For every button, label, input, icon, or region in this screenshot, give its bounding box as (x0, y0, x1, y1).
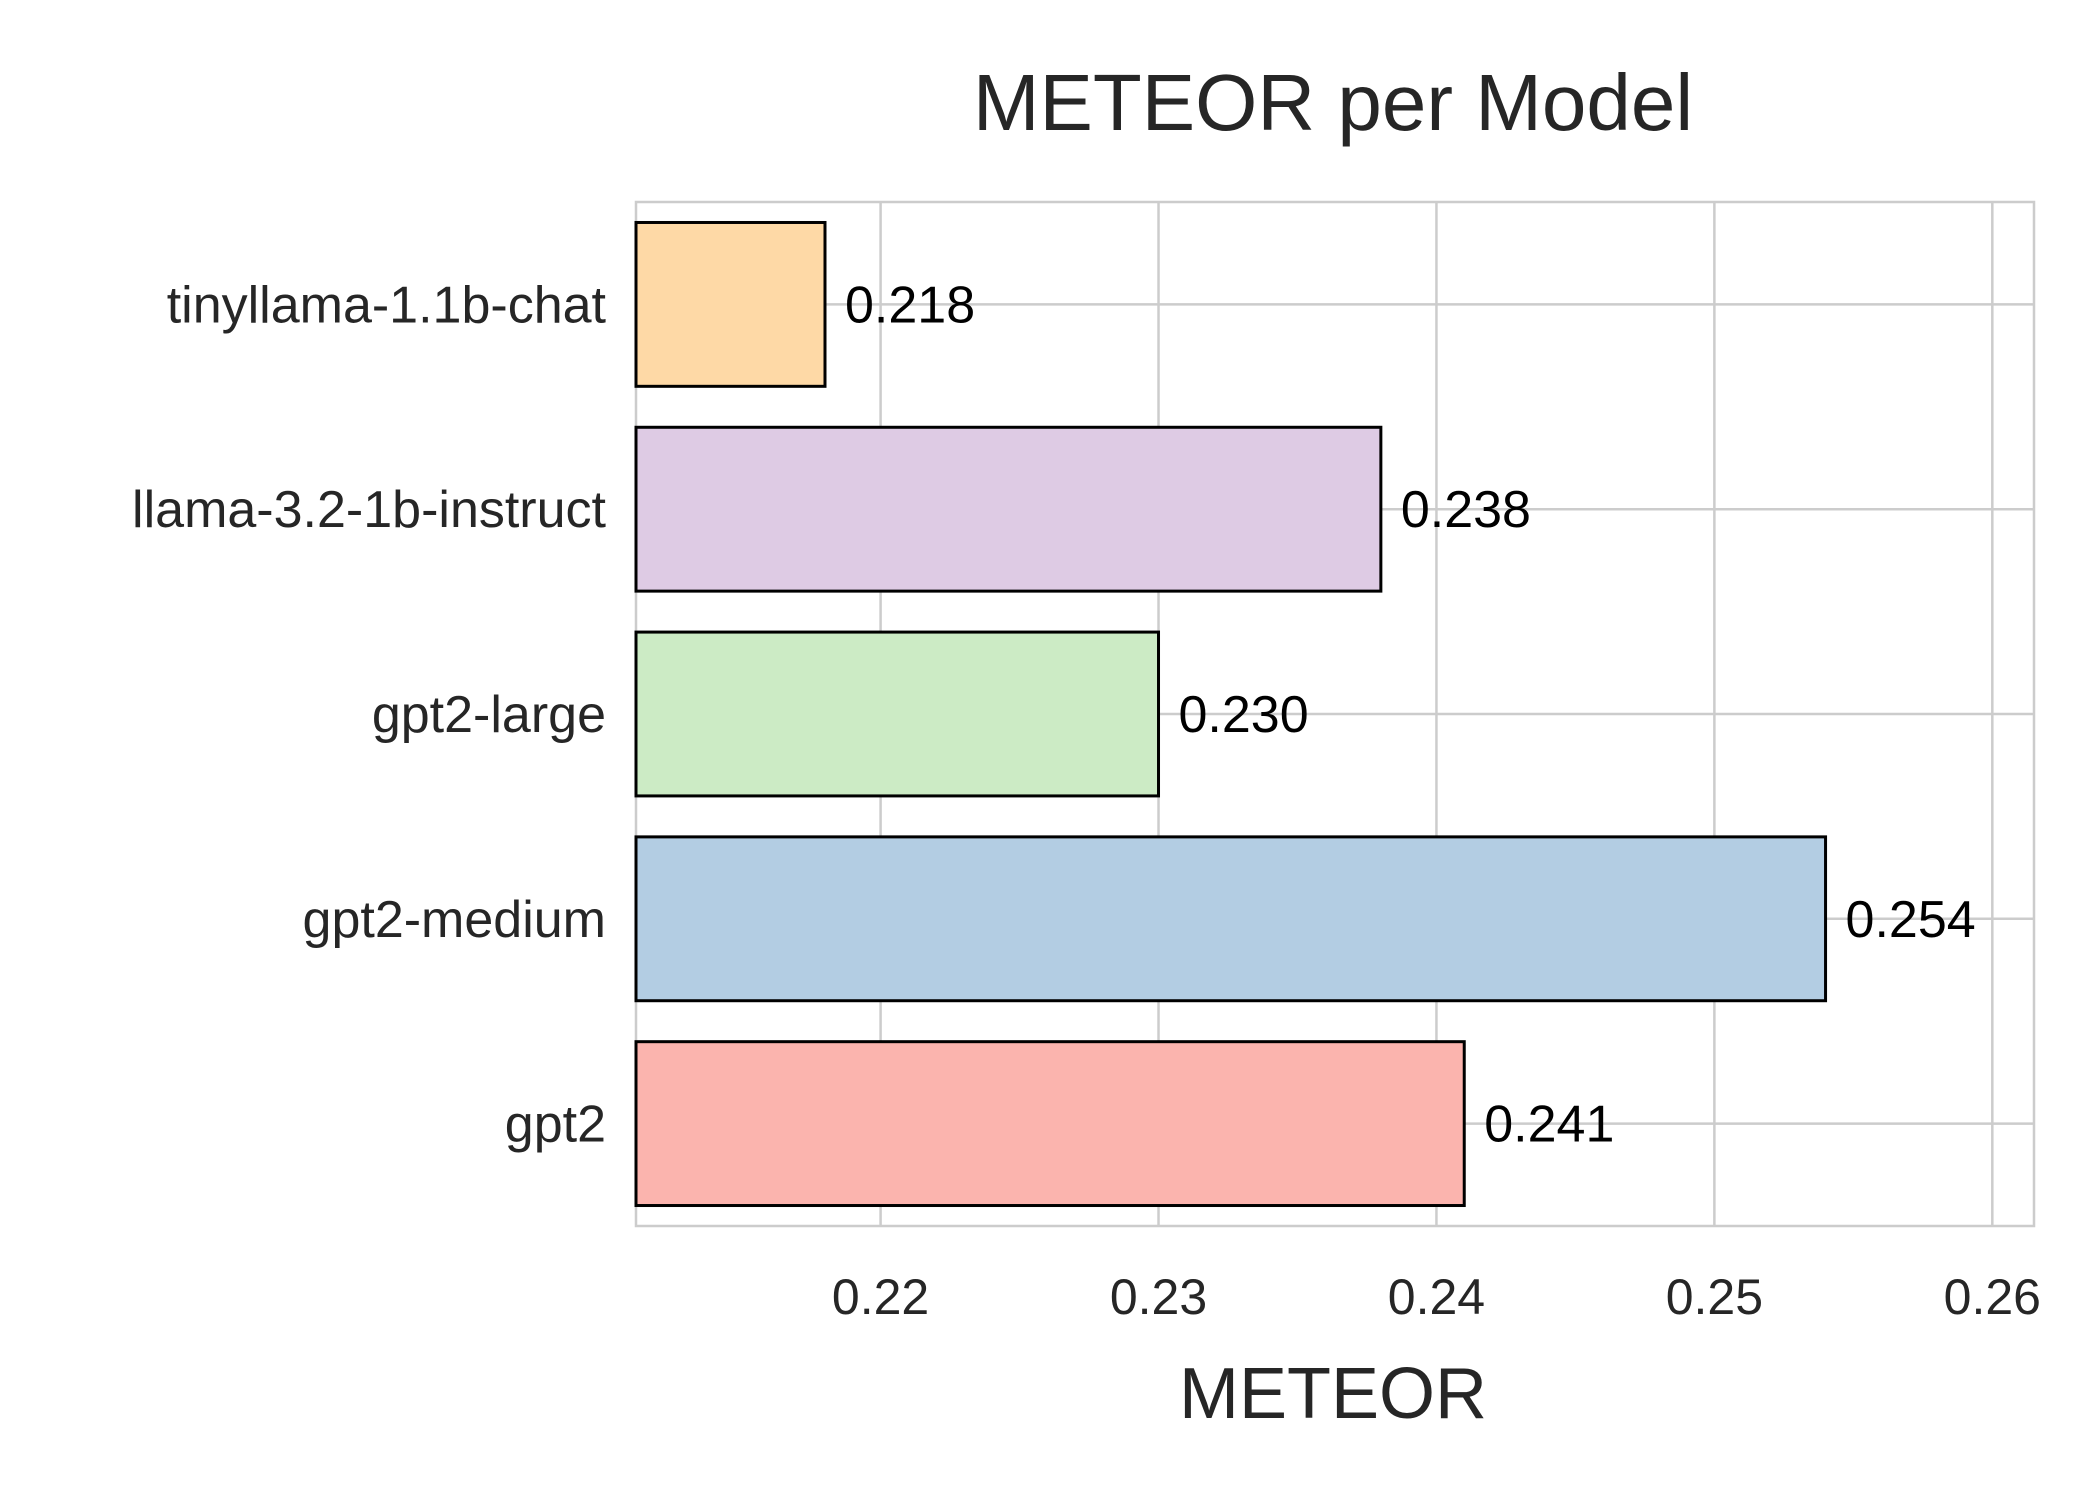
bars-layer (634, 220, 1828, 1208)
bar-value-label: 0.230 (1179, 686, 1309, 744)
bar-value-label: 0.238 (1401, 481, 1531, 539)
chart-title: METEOR per Model (973, 58, 1693, 147)
x-tick-label: 0.23 (1110, 1269, 1207, 1325)
y-tick-label: llama-3.2-1b-instruct (132, 481, 606, 539)
x-tick-label: 0.25 (1666, 1269, 1763, 1325)
bar-value-labels: 0.241 0.254 0.230 0.238 0.218 (845, 276, 1976, 1153)
y-tick-label: gpt2 (505, 1096, 606, 1154)
bar-gpt2-large (634, 630, 1161, 798)
x-tick-label: 0.24 (1388, 1269, 1485, 1325)
bar-gpt2-medium (634, 835, 1828, 1003)
bar-value-label: 0.218 (845, 276, 975, 334)
bar-tinyllama-1.1b-chat (634, 220, 827, 388)
x-axis-label: METEOR (1179, 1354, 1487, 1434)
bar-llama-3.2-1b-instruct (634, 425, 1383, 593)
bar-gpt2 (634, 1040, 1466, 1208)
y-tick-label: tinyllama-1.1b-chat (167, 276, 607, 334)
y-tick-labels: gpt2 gpt2-medium gpt2-large llama-3.2-1b-in… (132, 276, 607, 1153)
y-tick-label: gpt2-large (372, 686, 606, 744)
x-tick-label: 0.26 (1944, 1269, 2041, 1325)
x-tick-label: 0.22 (832, 1269, 929, 1325)
x-tick-labels: 0.22 0.23 0.24 0.25 0.26 (832, 1269, 2041, 1325)
y-tick-label: gpt2-medium (303, 891, 606, 949)
bar-value-label: 0.254 (1846, 891, 1976, 949)
bar-value-label: 0.241 (1484, 1096, 1614, 1154)
